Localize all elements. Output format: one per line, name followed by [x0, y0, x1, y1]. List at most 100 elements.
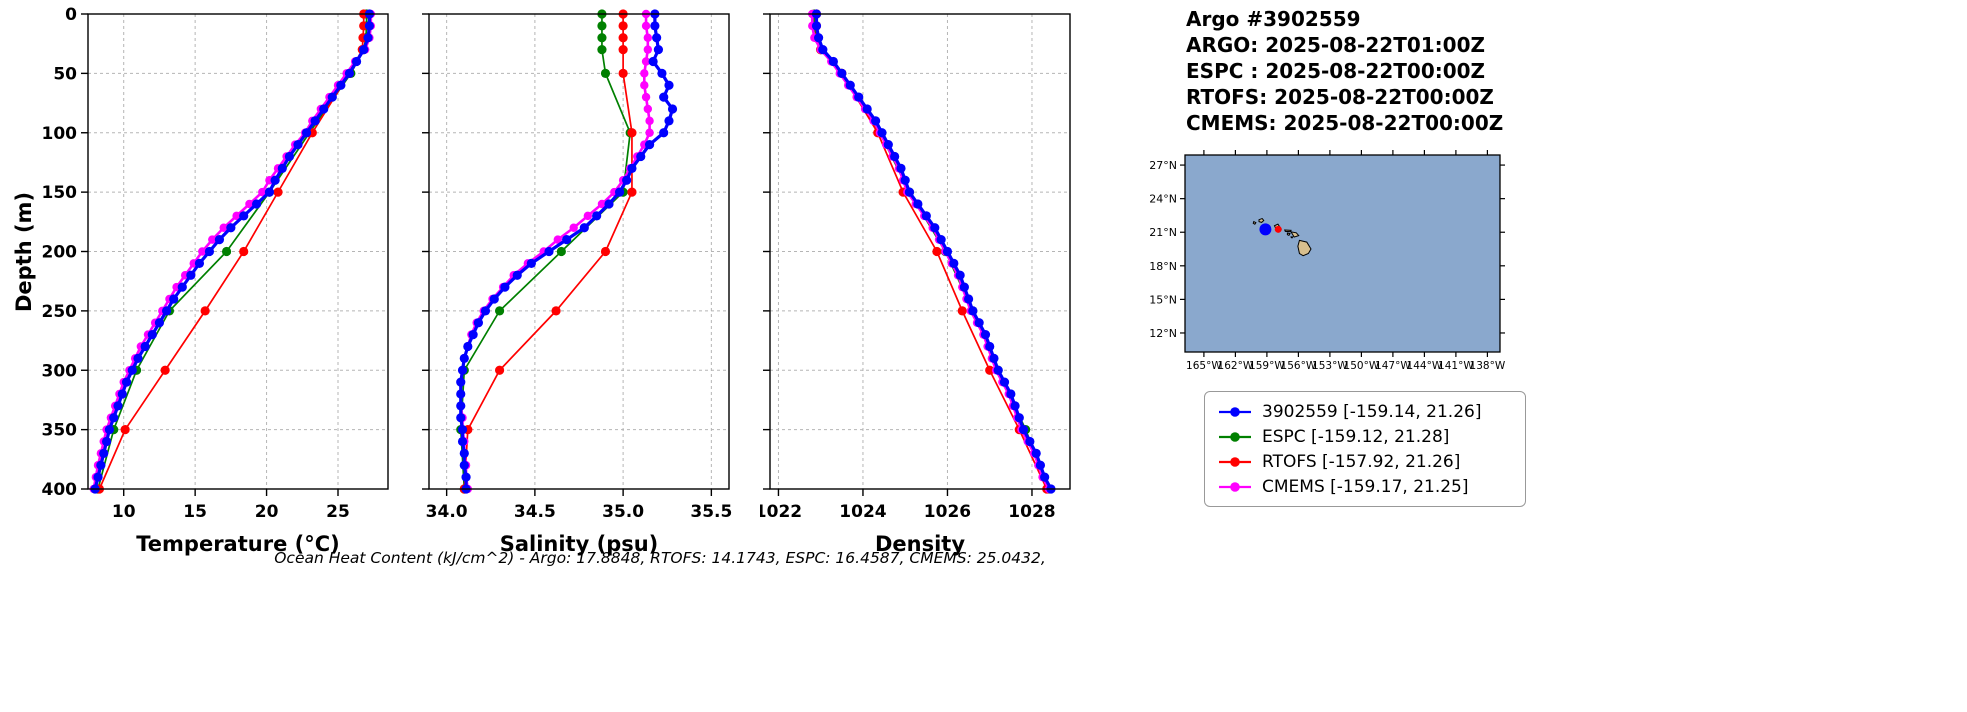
map-lon-label: 156°W: [1281, 360, 1317, 372]
series-marker-3902559: [664, 80, 674, 90]
series-marker-RTOFS: [627, 128, 637, 138]
series-marker-3902559: [121, 377, 132, 387]
map-lon-label: 153°W: [1312, 360, 1348, 372]
series-marker-3902559: [251, 199, 262, 209]
series-marker-RTOFS: [932, 246, 942, 257]
series-marker-3902559: [457, 436, 468, 447]
series-marker-CMEMS: [643, 33, 653, 42]
series-marker-3902559: [592, 211, 602, 221]
series-marker-3902559: [813, 33, 824, 43]
series-marker-3902559: [500, 282, 510, 292]
series-marker-3902559: [818, 45, 828, 55]
location-map: 165°W 162°W 159°W 156°W 153°W 150°W 147°W 144°W…: [1137, 149, 1508, 376]
legend-sample-line: [1219, 456, 1251, 467]
series-marker-3902559: [140, 341, 150, 352]
series-marker-ESPC: [597, 45, 607, 55]
x-tick-label: 35.5: [690, 502, 732, 522]
series-marker-3902559: [104, 425, 115, 435]
map-lat-label: 15°N: [1149, 293, 1177, 306]
series-marker-3902559: [456, 377, 466, 387]
legend-label: 3902559 [-159.14, 21.26]: [1262, 401, 1482, 422]
series-marker-3902559: [949, 258, 959, 268]
x-axis-label: Density: [875, 532, 965, 556]
series-marker-3902559: [459, 460, 469, 470]
series-marker-CMEMS: [583, 211, 593, 221]
series-marker-CMEMS: [645, 116, 654, 126]
timestamp-line: ARGO: 2025-08-22T01:00Z: [1186, 33, 1485, 57]
series-marker-3902559: [963, 294, 974, 304]
series-marker-3902559: [127, 365, 137, 375]
legend-label: RTOFS [-157.92, 21.26]: [1262, 451, 1461, 472]
series-marker-CMEMS: [641, 92, 651, 102]
series-marker-RTOFS: [200, 306, 210, 316]
series-marker-3902559: [544, 246, 554, 257]
series-marker-3902559: [113, 401, 123, 411]
series-marker-3902559: [650, 21, 660, 31]
map-lat-label: 24°N: [1149, 193, 1177, 206]
series-marker-3902559: [883, 140, 893, 150]
series-marker-3902559: [1014, 413, 1024, 423]
series-marker-3902559: [900, 175, 910, 185]
profile-plot: 10 15 20 25050100150200250300350400Temperat…: [42, 5, 389, 556]
ocean: [1185, 155, 1500, 352]
series-marker-CMEMS: [640, 69, 649, 78]
series-marker-3902559: [562, 235, 572, 245]
float-marker-RTOFS: [1274, 225, 1282, 233]
series-marker-3902559: [526, 258, 536, 268]
series-marker-3902559: [896, 163, 906, 173]
series-marker-3902559: [993, 365, 1003, 375]
series-marker-3902559: [828, 56, 838, 67]
x-tick-label: 20: [255, 502, 279, 522]
series-marker-CMEMS: [219, 223, 228, 232]
map-lon-label: 144°W: [1407, 360, 1443, 372]
x-tick-label: 34.5: [514, 502, 556, 522]
series-marker-3902559: [921, 211, 931, 221]
series-marker-3902559: [657, 68, 667, 78]
y-tick-label: 50: [53, 64, 77, 84]
legend-marker: [1230, 481, 1240, 492]
series-marker-3902559: [293, 140, 303, 150]
x-axis-label: Temperature (°C): [136, 532, 339, 556]
salinity-profile-panel: 34.0 34.5 35.0 35.5 Salinity (psu): [419, 2, 743, 567]
legend-marker: [1230, 406, 1240, 417]
y-tick-label: 0: [65, 5, 77, 25]
series-marker-CMEMS: [641, 57, 651, 66]
legend-label: ESPC [-159.12, 21.28]: [1262, 426, 1450, 447]
legend-sample-line: [1219, 481, 1251, 492]
series-marker-RTOFS: [618, 68, 628, 78]
series-marker-CMEMS: [258, 187, 267, 197]
series-marker-3902559: [1040, 472, 1050, 482]
series-marker-3902559: [871, 116, 881, 126]
series-marker-3902559: [627, 163, 637, 173]
series-marker-3902559: [659, 92, 669, 102]
series-marker-3902559: [264, 187, 275, 197]
series-marker-3902559: [109, 413, 119, 423]
series-marker-3902559: [845, 80, 855, 90]
map-lon-label: 150°W: [1344, 360, 1380, 372]
y-tick-label: 350: [42, 421, 78, 441]
series-marker-3902559: [604, 199, 614, 209]
series-marker-3902559: [636, 151, 646, 162]
info-block: Argo #3902559 ARGO: 2025-08-22T01:00Z ESP…: [1186, 6, 1503, 136]
island-Lanai: [1286, 232, 1291, 236]
timestamp-line: CMEMS: 2025-08-22T00:00Z: [1186, 111, 1504, 135]
series-marker-CMEMS: [641, 21, 651, 31]
y-tick-label: 200: [42, 243, 78, 263]
series-marker-ESPC: [600, 68, 611, 78]
series-marker-ESPC: [221, 246, 232, 257]
island-Niihau: [1252, 220, 1257, 225]
x-tick-label: 34.0: [426, 502, 468, 522]
map-lon-label: 141°W: [1438, 360, 1474, 372]
series-marker-RTOFS: [957, 306, 967, 316]
series-marker-3902559: [169, 294, 179, 304]
map-lon-label: 165°W: [1186, 360, 1222, 372]
series-marker-RTOFS: [618, 21, 628, 31]
series-marker-3902559: [667, 104, 678, 114]
series-marker-3902559: [854, 92, 864, 102]
series-marker-3902559: [147, 330, 157, 340]
series-marker-3902559: [101, 436, 112, 447]
series-marker-CMEMS: [232, 211, 241, 221]
legend-item: CMEMS [-159.17, 21.25]: [1217, 474, 1513, 499]
series-marker-3902559: [327, 92, 337, 102]
series-marker-3902559: [344, 68, 355, 78]
